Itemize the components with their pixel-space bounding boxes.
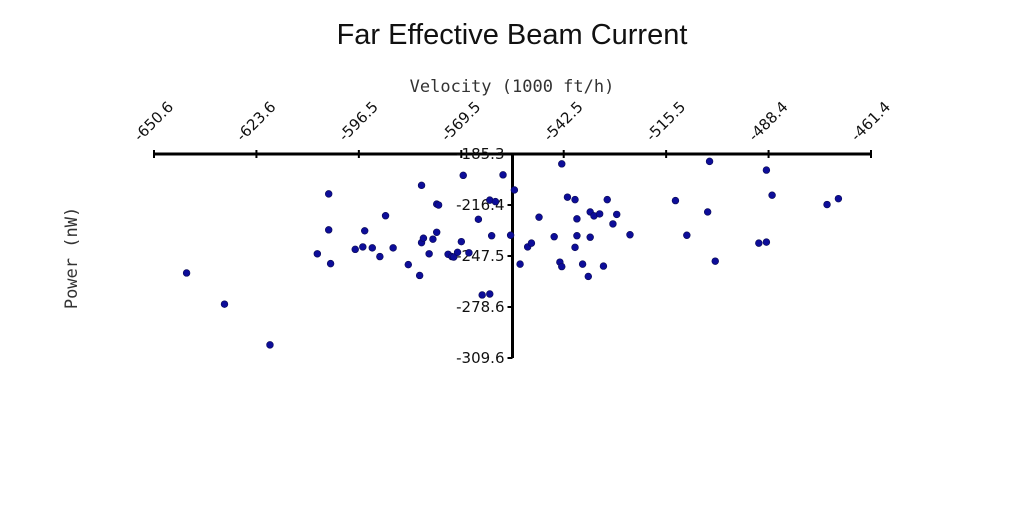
data-point <box>571 243 579 252</box>
data-point <box>465 249 473 257</box>
data-point <box>510 186 519 194</box>
data-point <box>599 262 608 270</box>
data-point <box>381 212 390 220</box>
x-tick-label: -596.5 <box>335 98 382 145</box>
y-tick-label: -309.6 <box>456 349 504 367</box>
data-point <box>527 239 536 247</box>
data-point <box>313 250 322 258</box>
data-point <box>671 196 680 205</box>
data-point <box>478 291 486 299</box>
data-point <box>389 244 397 252</box>
data-point <box>584 272 592 281</box>
data-point <box>486 290 494 298</box>
data-point <box>266 341 274 349</box>
data-point <box>376 252 384 261</box>
data-point <box>834 194 843 203</box>
data-point <box>703 208 712 216</box>
data-point <box>429 235 437 243</box>
data-point <box>506 231 515 239</box>
data-point <box>578 260 587 268</box>
y-tick-label: -247.5 <box>456 247 504 265</box>
data-point <box>823 200 831 209</box>
data-point <box>220 300 229 308</box>
x-tick-label: -623.6 <box>233 98 280 145</box>
data-point <box>491 197 500 206</box>
data-point <box>499 171 507 179</box>
data-point <box>434 201 443 209</box>
data-point <box>487 232 496 240</box>
y-axis-label: Power (nW) <box>62 207 82 309</box>
data-point <box>425 250 433 258</box>
data-point <box>535 213 543 221</box>
data-point <box>419 234 428 242</box>
data-point <box>768 191 776 199</box>
data-point <box>613 210 621 219</box>
data-point <box>457 237 466 246</box>
data-point <box>558 262 566 271</box>
y-tick-label: -278.6 <box>456 298 504 316</box>
data-point <box>417 181 426 190</box>
data-point <box>586 233 594 241</box>
data-points <box>182 157 843 349</box>
data-point <box>573 232 581 240</box>
data-point <box>755 239 763 247</box>
data-point <box>325 226 333 234</box>
chart-title: Far Effective Beam Current <box>337 19 688 51</box>
x-tick-label: -542.5 <box>540 98 587 145</box>
data-point <box>359 243 367 251</box>
x-tick-label: -515.5 <box>642 98 689 145</box>
data-point <box>474 215 483 224</box>
data-point <box>571 195 579 204</box>
data-point <box>558 160 566 168</box>
x-tick-label: -461.4 <box>847 98 894 145</box>
data-point <box>325 190 333 198</box>
data-point <box>516 260 524 268</box>
data-point <box>450 253 458 261</box>
data-point <box>563 193 572 201</box>
data-point <box>459 171 467 180</box>
x-axis-label: Velocity (1000 ft/h) <box>410 77 615 97</box>
data-point <box>762 238 771 246</box>
data-point <box>705 157 714 166</box>
data-point <box>433 228 441 236</box>
data-point <box>609 220 617 228</box>
data-point <box>361 227 369 235</box>
data-point <box>415 271 424 280</box>
x-tick-label: -488.4 <box>745 98 792 145</box>
y-tick-label: -185.3 <box>456 145 504 163</box>
data-point <box>683 231 691 239</box>
data-point <box>182 269 191 277</box>
data-point <box>595 210 604 218</box>
data-point <box>550 233 558 241</box>
data-point <box>453 248 462 257</box>
data-point <box>762 166 771 174</box>
data-point <box>368 244 376 252</box>
data-point <box>603 195 611 204</box>
data-point <box>626 231 634 239</box>
data-point <box>326 259 335 268</box>
x-tick-label: -650.6 <box>130 98 177 145</box>
x-tick-label: -569.5 <box>437 98 484 145</box>
data-point <box>711 257 719 265</box>
data-point <box>573 215 581 223</box>
data-point <box>351 245 359 254</box>
data-point <box>404 260 412 269</box>
